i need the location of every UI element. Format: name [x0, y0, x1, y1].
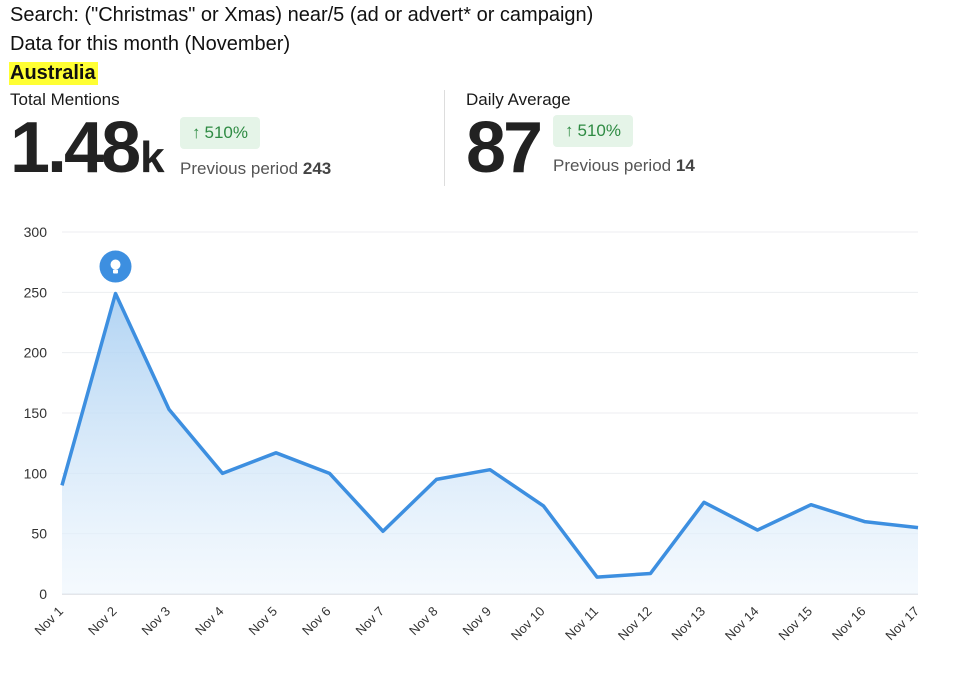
x-tick-label: Nov 3 — [138, 604, 173, 639]
x-tick-label: Nov 7 — [352, 604, 387, 639]
x-tick-label: Nov 13 — [668, 604, 708, 644]
region-label: Australia — [9, 62, 98, 85]
y-tick-label: 250 — [24, 284, 48, 300]
total-previous-period: Previous period 243 — [180, 159, 331, 179]
x-tick-label: Nov 2 — [85, 604, 120, 639]
total-prev-label: Previous period — [180, 159, 299, 178]
arrow-up-icon: ↑ — [565, 121, 574, 140]
area-fill — [62, 293, 918, 594]
total-mentions-label: Total Mentions — [10, 90, 120, 109]
total-mentions-card: Total Mentions 1.48k ↑ 510% Previous peri… — [10, 90, 331, 184]
x-tick-label: Nov 9 — [459, 604, 494, 639]
x-tick-label: Nov 6 — [299, 604, 334, 639]
daily-average-value: 87 — [466, 108, 543, 188]
average-prev-label: Previous period — [553, 156, 672, 175]
x-tick-label: Nov 4 — [192, 604, 227, 639]
x-tick-label: Nov 16 — [829, 604, 869, 644]
average-change-value: 510% — [577, 121, 621, 140]
x-tick-label: Nov 5 — [245, 604, 280, 639]
y-tick-label: 300 — [24, 224, 48, 240]
x-tick-label: Nov 14 — [722, 604, 762, 644]
x-tick-label: Nov 8 — [406, 604, 441, 639]
average-change-badge: ↑ 510% — [553, 115, 633, 147]
total-mentions-suffix: k — [140, 133, 165, 182]
x-tick-label: Nov 10 — [508, 604, 548, 644]
daily-average-card: Daily Average 87 ↑ 510% Previous period 1… — [466, 90, 695, 184]
x-tick-label: Nov 1 — [31, 604, 66, 639]
daily-average-label: Daily Average — [466, 90, 571, 109]
x-tick-label: Nov 11 — [562, 604, 601, 643]
stat-divider — [444, 90, 445, 186]
period-label: Data for this month (November) — [10, 33, 291, 55]
average-previous-period: Previous period 14 — [553, 156, 695, 176]
bulb-glass — [110, 259, 121, 270]
total-prev-value: 243 — [302, 159, 332, 178]
y-tick-label: 0 — [39, 586, 47, 602]
lightbulb-icon — [99, 250, 132, 283]
y-tick-label: 200 — [24, 345, 48, 361]
x-tick-label: Nov 17 — [882, 604, 922, 644]
average-prev-value: 14 — [675, 156, 695, 175]
bulb-base — [113, 269, 118, 274]
arrow-up-icon: ↑ — [192, 123, 201, 142]
total-mentions-value: 1.48k — [10, 112, 165, 194]
x-tick-label: Nov 12 — [615, 604, 655, 644]
total-change-badge: ↑ 510% — [180, 117, 260, 149]
y-tick-label: 150 — [24, 405, 48, 421]
x-tick-label: Nov 15 — [775, 604, 815, 644]
y-tick-label: 50 — [31, 526, 47, 542]
search-query: Search: ("Christmas" or Xmas) near/5 (ad… — [10, 4, 594, 26]
total-change-value: 510% — [204, 123, 248, 142]
total-mentions-number: 1.48 — [10, 108, 141, 188]
y-tick-label: 100 — [24, 465, 48, 481]
